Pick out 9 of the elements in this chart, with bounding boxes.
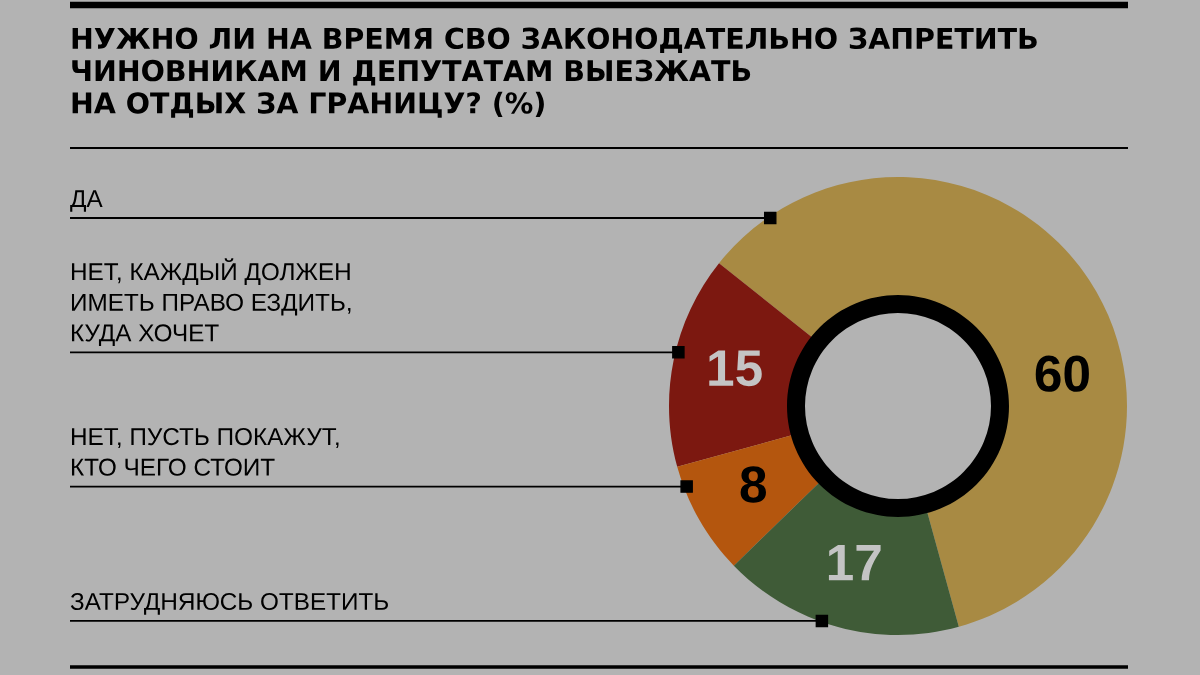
slice-label: НЕТ, КАЖДЫЙ ДОЛЖЕН ИМЕТЬ ПРАВО ЕЗДИТЬ, КУДА ХОЧЕТ (71, 258, 351, 347)
data-label: 15 (709, 350, 762, 387)
slice-label: ЗАТРУДНЯЮСЬ ОТВЕТИТЬ (70, 592, 388, 615)
slice-label: ДА (70, 190, 103, 212)
slice-label: НЕТ, ПУСТЬ ПОКАЖУТ, КТО ЧЕГО СТОИТ (71, 428, 339, 476)
data-label: 8 (740, 466, 766, 503)
data-label: 17 (828, 544, 881, 581)
chart-title: НУЖНО ЛИ НА ВРЕМЯ СВО ЗАКОНОДАТЕЛЬНО ЗАПРЕТИТЬ ЧИНОВНИКАМ И ДЕПУТАТАМ ВЫЕЗЖАТЬ НА ОТДЫХ ЗА ГРАНИЦУ? (%) (72, 27, 1037, 118)
data-label: 60 (1035, 355, 1089, 392)
